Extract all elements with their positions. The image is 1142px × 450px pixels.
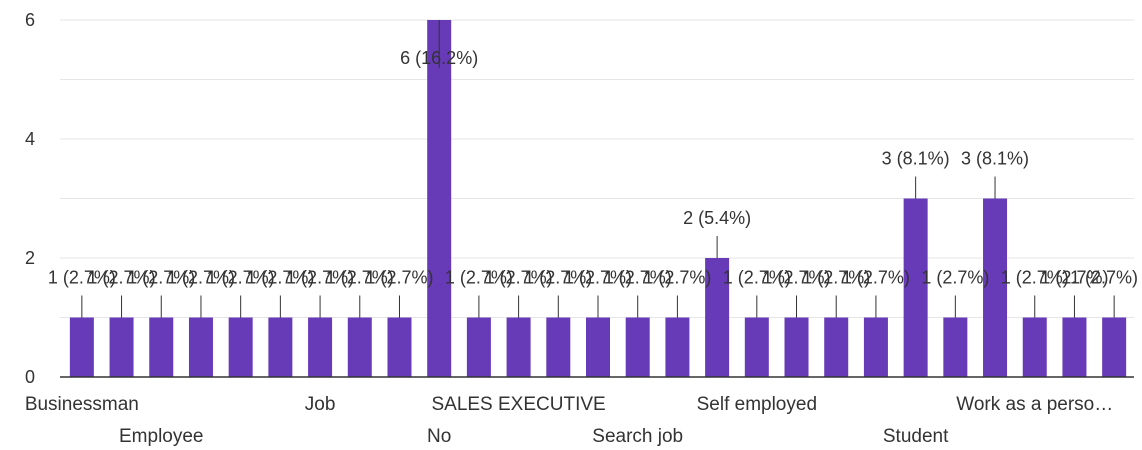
data-label: 1 (2.7%) [326, 268, 394, 288]
bar [863, 317, 888, 377]
data-label: 1 (2.7%) [524, 268, 592, 288]
x-tick-label: Work as a perso… [956, 394, 1113, 415]
bar [466, 317, 491, 377]
data-label: 1 (2.7%) [802, 268, 870, 288]
bar [506, 317, 531, 377]
bar [149, 317, 174, 377]
x-tick-label: Self employed [697, 394, 817, 415]
bar [625, 317, 650, 377]
data-label: 1 (2.7%) [763, 268, 831, 288]
data-label: 1 (2.7%) [207, 268, 275, 288]
bars [69, 20, 1127, 377]
bar [228, 317, 253, 377]
data-label: 1 (2.7%) [88, 268, 156, 288]
bar [943, 317, 968, 377]
bar [1022, 317, 1047, 377]
bar [1102, 317, 1127, 377]
data-label: 1 (2.7%) [167, 268, 235, 288]
bar [665, 317, 690, 377]
data-label: 1 (2.7%) [286, 268, 354, 288]
bar [705, 258, 730, 377]
bar [109, 317, 134, 377]
bar [268, 317, 293, 377]
x-tick-label: Student [883, 426, 949, 447]
bar [427, 20, 452, 377]
bar [69, 317, 94, 377]
x-tick-label: Employee [119, 426, 204, 447]
data-label: 6 (16.2%) [400, 48, 478, 68]
data-label: 1 (2.7%) [445, 268, 513, 288]
y-tick-label: 2 [25, 248, 35, 268]
bar [744, 317, 769, 377]
data-label: 1 (2.7%) [246, 268, 314, 288]
data-label: 3 (8.1%) [961, 149, 1029, 169]
data-label: 1 (2.7%) [604, 268, 672, 288]
data-labels: 1 (2.7%)1 (2.7%)1 (2.7%)1 (2.7%)1 (2.7%)… [48, 20, 1138, 318]
data-label: 1 (2.7%) [127, 268, 195, 288]
bar [824, 317, 849, 377]
data-label: 1 (2.7%) [921, 268, 989, 288]
data-label: 3 (8.1%) [882, 149, 950, 169]
bar [586, 317, 610, 377]
x-tick-label: Businessman [25, 394, 139, 415]
x-tick-label: Job [305, 394, 336, 415]
data-label: 1 (2.7%) [564, 268, 632, 288]
data-label: 1 (2.7%) [842, 268, 910, 288]
data-label: 1 (2.7%) [643, 268, 711, 288]
bar [188, 317, 213, 377]
x-tick-label: SALES EXECUTIVE [431, 394, 605, 415]
data-label: 2 (5.4%) [683, 208, 751, 228]
bar [983, 198, 1008, 377]
y-tick-label: 6 [25, 10, 35, 30]
data-label: 1 (2.7%) [1040, 268, 1108, 288]
y-tick-label: 0 [25, 367, 35, 387]
data-label: 1 (2.7%) [1001, 268, 1069, 288]
x-tick-label: Search job [592, 426, 683, 447]
data-label: 1 (2.7%) [485, 268, 553, 288]
bar [387, 317, 412, 377]
data-label: 1 (2.7%) [1070, 268, 1138, 288]
data-label: 1 (2.7%) [48, 268, 116, 288]
data-label: 1 (2.7%) [365, 268, 433, 288]
y-tick-label: 4 [25, 129, 35, 149]
x-axis-labels: Businessman Employee Job No SALES EXECUTIVE S… [25, 394, 1113, 447]
x-tick-label: No [427, 426, 451, 447]
bar [546, 317, 571, 377]
bar [1062, 317, 1087, 377]
bar [903, 198, 928, 377]
data-label: 1 (2.7%) [723, 268, 791, 288]
bar [347, 317, 372, 377]
bar [308, 317, 333, 377]
y-axis-ticks: 0 2 4 6 [25, 10, 35, 387]
bar [784, 317, 809, 377]
